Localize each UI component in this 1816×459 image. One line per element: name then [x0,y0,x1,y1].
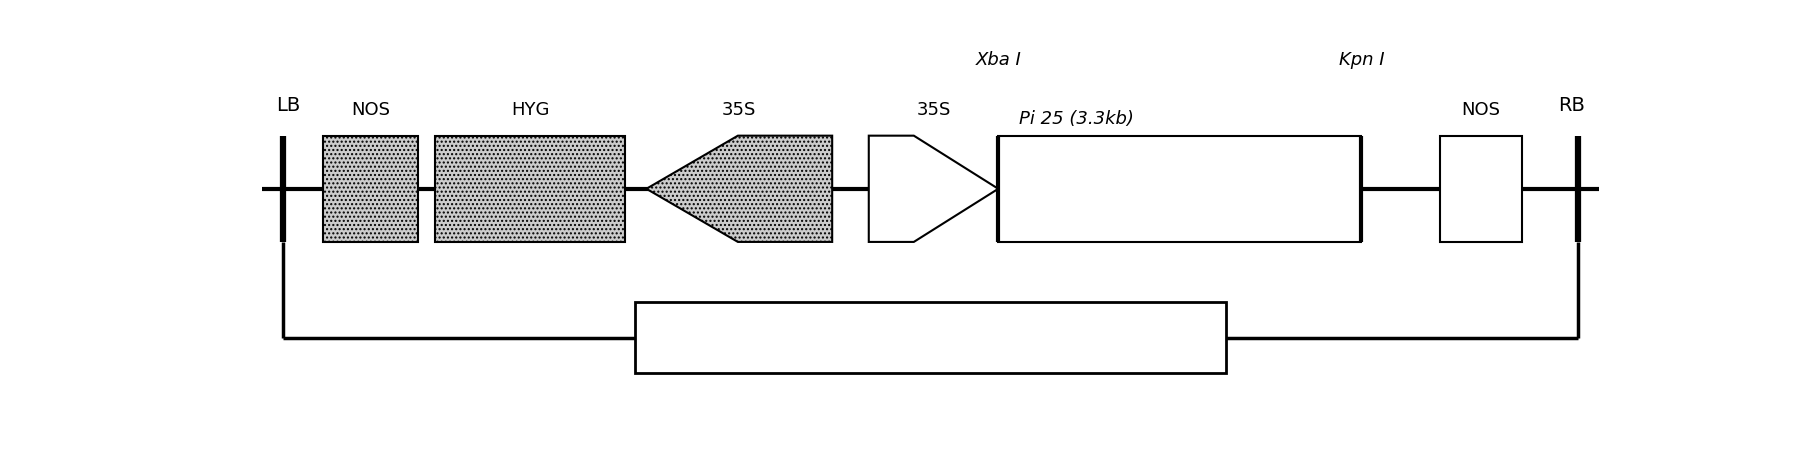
Polygon shape [868,136,999,242]
Bar [1440,136,1522,242]
Text: 35S: 35S [723,101,757,119]
Polygon shape [646,136,832,242]
Text: HYG: HYG [510,101,550,119]
Text: Kpn I: Kpn I [1338,51,1384,69]
Bar [999,136,1362,242]
Text: 35S: 35S [917,101,952,119]
Text: NOS: NOS [1462,101,1500,119]
Text: pCAMBIA1300: pCAMBIA1300 [799,321,1062,354]
Text: Xba I: Xba I [975,51,1021,69]
Text: Pi 25 (3.3kb): Pi 25 (3.3kb) [1019,110,1135,128]
Bar [436,136,625,242]
Bar [636,302,1226,373]
Text: NOS: NOS [350,101,390,119]
Bar [323,136,418,242]
Text: LB: LB [276,96,300,115]
Text: RB: RB [1558,96,1585,115]
